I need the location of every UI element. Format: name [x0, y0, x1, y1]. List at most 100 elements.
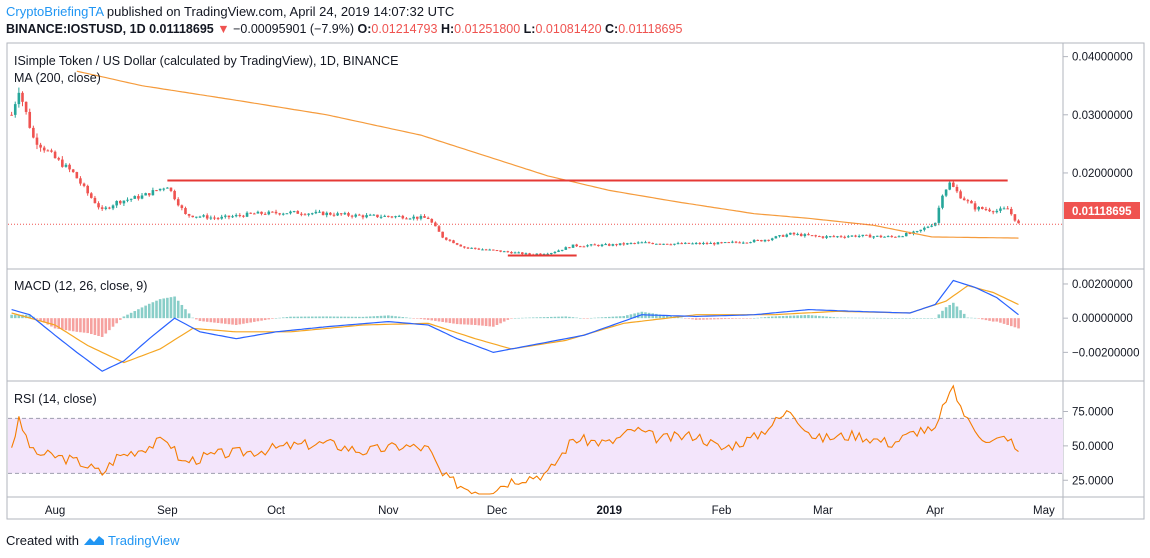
macd-histogram-bar — [832, 317, 836, 319]
candle-body — [137, 196, 140, 199]
macd-histogram-bar — [53, 318, 57, 329]
macd-histogram-bar — [354, 316, 358, 319]
candle-body — [361, 215, 365, 218]
candle-body — [300, 213, 303, 215]
macd-histogram-bar — [310, 316, 314, 319]
y-tick-label: 50.0000 — [1072, 441, 1114, 453]
candle-body — [405, 218, 408, 220]
candle-body — [484, 249, 488, 251]
candle-body — [502, 251, 506, 253]
candle-body — [289, 211, 292, 214]
macd-histogram-bar — [600, 317, 604, 319]
candle-body — [379, 216, 383, 218]
candle-body — [252, 213, 256, 215]
macd-histogram-bar — [582, 318, 586, 319]
macd-histogram-bar — [999, 318, 1002, 323]
macd-histogram-bar — [760, 317, 763, 319]
macd-histogram-bar — [966, 317, 970, 319]
macd-histogram-bar — [589, 317, 593, 319]
macd-histogram-bar — [90, 318, 93, 335]
macd-histogram-bar — [560, 316, 564, 319]
macd-histogram-bar — [828, 316, 832, 319]
macd-histogram-bar — [524, 317, 528, 319]
candle-body — [466, 247, 470, 249]
candle-body — [557, 250, 560, 252]
macd-pane[interactable] — [10, 279, 1020, 372]
macd-histogram-bar — [408, 317, 412, 319]
macd-histogram-bar — [415, 318, 419, 319]
macd-histogram-bar — [495, 318, 499, 325]
candle-body — [180, 205, 184, 209]
candle-body — [372, 214, 376, 216]
macd-histogram-bar — [919, 318, 923, 319]
rsi-pane[interactable] — [8, 384, 1063, 495]
macd-histogram-bar — [249, 318, 252, 323]
macd-histogram-bar — [285, 317, 289, 319]
macd-histogram-bar — [242, 318, 245, 324]
macd-histogram-bar — [854, 317, 857, 319]
macd-histogram-bar — [300, 316, 303, 319]
candle-body — [187, 214, 191, 216]
candle-body — [694, 242, 698, 244]
macd-histogram-bar — [633, 313, 636, 319]
candle-body — [926, 226, 930, 228]
macd-histogram-bar — [329, 316, 332, 319]
axes: Aug Sep Oct Nov Dec 2019 Feb Mar Apr May 0.0400000… — [45, 52, 1140, 517]
macd-histogram-bar — [723, 318, 727, 320]
candle-body — [506, 251, 510, 253]
price-change: −0.00095901 (−7.9%) — [233, 22, 355, 36]
candle-body — [582, 246, 586, 248]
candle-body — [738, 242, 741, 244]
candle-body — [571, 244, 575, 248]
price-pane[interactable] — [8, 70, 1063, 257]
candle-body — [470, 247, 473, 249]
macd-histogram-bar — [578, 317, 582, 319]
candle-body — [419, 216, 423, 219]
macd-histogram-bar — [727, 318, 731, 319]
y-tick-label: 75.0000 — [1072, 407, 1114, 419]
price-pane-title: ISimple Token / US Dollar (calculated by… — [14, 54, 398, 68]
candle-body — [231, 216, 234, 218]
candle-body — [292, 211, 296, 213]
macd-signal-line — [11, 285, 1019, 364]
macd-histogram-bar — [321, 316, 325, 319]
macd-histogram-bar — [875, 317, 879, 319]
macd-histogram-bar — [571, 317, 575, 319]
candle-body — [662, 243, 665, 245]
candle-body — [901, 236, 904, 238]
macd-histogram-bar — [473, 318, 477, 325]
author-link[interactable]: CryptoBriefingTA — [6, 4, 104, 19]
macd-histogram-bar — [709, 318, 712, 320]
candle-body — [216, 218, 220, 220]
macd-histogram-bar — [741, 318, 745, 319]
macd-histogram-bar — [394, 316, 397, 319]
candle-body — [21, 92, 24, 102]
candle-body — [343, 213, 347, 215]
macd-histogram-bar — [1017, 318, 1020, 329]
macd-histogram-bar — [137, 309, 140, 319]
candle-body — [238, 215, 242, 217]
tradingview-link[interactable]: TradingView — [108, 533, 180, 548]
candle-body — [434, 222, 437, 227]
macd-histogram-bar — [930, 318, 933, 319]
macd-histogram-bar — [267, 318, 271, 320]
macd-histogram-bar — [455, 318, 459, 325]
macd-histogram-bar — [343, 316, 347, 319]
x-tick-label: Nov — [378, 505, 399, 517]
ohlc-info: BINANCE:IOSTUSD, 1D 0.01118695 ▼ −0.0009… — [6, 22, 682, 36]
macd-histogram-bar — [698, 318, 702, 320]
macd-histogram-bar — [687, 318, 691, 319]
macd-histogram-bar — [173, 296, 176, 319]
macd-histogram-bar — [361, 316, 365, 319]
macd-label: MACD (12, 26, close, 9) — [14, 279, 147, 293]
created-with-text: Created with — [6, 533, 79, 548]
candle-body — [774, 236, 778, 239]
macd-histogram-bar — [260, 318, 263, 321]
macd-histogram-bar — [785, 315, 789, 319]
candle-body — [839, 236, 843, 238]
macd-histogram-bar — [981, 318, 984, 320]
candle-body — [796, 233, 799, 235]
candle-body — [828, 236, 832, 238]
macd-histogram-bar — [933, 317, 937, 319]
